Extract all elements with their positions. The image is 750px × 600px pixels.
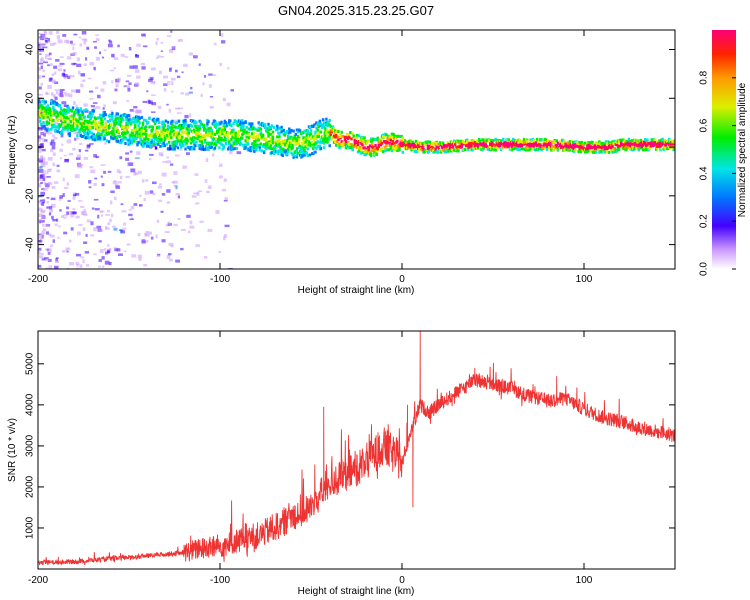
colorbar (712, 30, 736, 269)
line-xlabel: Height of straight line (km) (298, 586, 415, 597)
spectrogram-heatmap (38, 30, 675, 269)
heatmap-y-tick-label: -20 (25, 188, 36, 203)
colorbar-tick-label: 0.4 (699, 166, 710, 180)
line-x-tick-label: -100 (210, 575, 230, 586)
heatmap-frame (37, 29, 676, 270)
colorbar-tick-label: 0.6 (699, 118, 710, 132)
colorbar-tick-label: 0.2 (699, 214, 710, 228)
heatmap-x-tick-label: 100 (576, 274, 593, 285)
colorbar-tick-label: 0.8 (699, 70, 710, 84)
heatmap-xlabel: Height of straight line (km) (298, 285, 415, 296)
line-frame (37, 330, 676, 570)
line-y-tick-label: 4000 (25, 393, 36, 416)
figure-title: GN04.2025.315.23.25.G07 (278, 3, 434, 18)
line-x-tick-label: -200 (28, 575, 48, 586)
line-x-tick-label: 100 (576, 575, 593, 586)
snr-plot (38, 331, 675, 566)
heatmap-y-tick-label: 0 (25, 144, 36, 150)
colorbar-tick-label: 0.0 (699, 262, 710, 276)
heatmap-y-tick-label: 40 (25, 44, 36, 56)
snr-series-line (38, 331, 675, 566)
heatmap-x-tick-label: -200 (28, 274, 48, 285)
heatmap-x-tick-label: 0 (399, 274, 405, 285)
heatmap-x-tick-label: -100 (210, 274, 230, 285)
heatmap-ylabel: Frequency (Hz) (7, 116, 18, 185)
line-y-tick-label: 3000 (25, 434, 36, 457)
line-y-tick-label: 1000 (25, 516, 36, 539)
line-y-tick-label: 5000 (25, 352, 36, 375)
line-ylabel: SNR (10 * v/v) (7, 418, 18, 482)
line-x-tick-label: 0 (399, 575, 405, 586)
colorbar-label: Normalized spectral amplitude (737, 82, 748, 217)
heatmap-y-tick-label: -40 (25, 237, 36, 252)
line-y-tick-label: 2000 (25, 475, 36, 498)
heatmap-y-tick-label: 20 (25, 92, 36, 104)
